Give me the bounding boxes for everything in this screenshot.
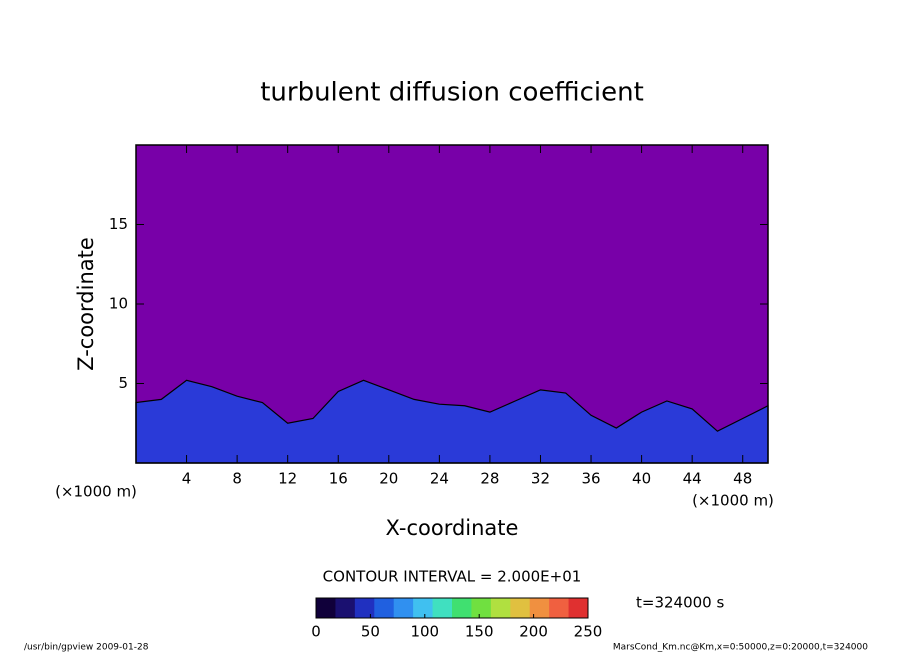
x-tick-label: 48 [733, 470, 752, 488]
x-tick-label: 4 [182, 470, 192, 488]
colorbar-swatch [549, 598, 570, 618]
colorbar-frame [315, 597, 589, 619]
x-tick-label: 8 [232, 470, 242, 488]
colorbar-swatch [432, 598, 453, 618]
footer-left: /usr/bin/gpview 2009-01-28 [24, 643, 149, 653]
colorbar-swatch [452, 598, 472, 618]
x-axis-label: X-coordinate [386, 516, 519, 540]
colorbar-swatch [413, 598, 434, 618]
x-tick-label: 28 [480, 470, 499, 488]
y-tick-label: 10 [109, 295, 128, 313]
footer-right: MarsCond_Km.nc@Km,x=0:50000,z=0:20000,t=… [613, 643, 868, 653]
x-tick-label: 12 [278, 470, 297, 488]
x-tick-label: 44 [683, 470, 702, 488]
contour-interval: CONTOUR INTERVAL = 2.000E+01 [323, 568, 582, 586]
colorbar-swatch [568, 598, 589, 618]
colorbar-swatch [471, 598, 492, 618]
colorbar-swatch [354, 598, 375, 618]
colorbar-tick-label: 100 [410, 623, 439, 641]
chart-title: turbulent diffusion coefficient [260, 78, 644, 108]
colorbar-tick-label: 250 [574, 623, 603, 641]
x-unit-label: (×1000 m) [692, 492, 774, 510]
colorbar-tick-label: 150 [465, 623, 494, 641]
colorbar-swatch [374, 598, 395, 618]
x-tick-label: 36 [581, 470, 600, 488]
x-tick-label: 32 [531, 470, 550, 488]
colorbar-swatch [335, 598, 356, 618]
x-unit-label: (×1000 m) [55, 483, 137, 501]
y-axis-label: Z-coordinate [74, 237, 98, 371]
colorbar-swatch [529, 598, 550, 618]
colorbar-swatch [316, 598, 336, 618]
colorbar-tick-label: 50 [361, 623, 380, 641]
colorbar-swatch [393, 598, 414, 618]
colorbar-tick-label: 200 [519, 623, 548, 641]
colorbar-swatch [510, 598, 531, 618]
time-label: t=324000 s [636, 594, 724, 612]
turbulent-layer [135, 379, 769, 464]
colorbar-swatch [490, 598, 511, 618]
x-tick-label: 40 [632, 470, 651, 488]
y-tick-label: 15 [109, 215, 128, 233]
x-tick-label: 16 [329, 470, 348, 488]
y-tick-label: 5 [118, 374, 128, 392]
colorbar-tick-label: 0 [311, 623, 321, 641]
x-tick-label: 20 [379, 470, 398, 488]
x-tick-label: 24 [430, 470, 449, 488]
